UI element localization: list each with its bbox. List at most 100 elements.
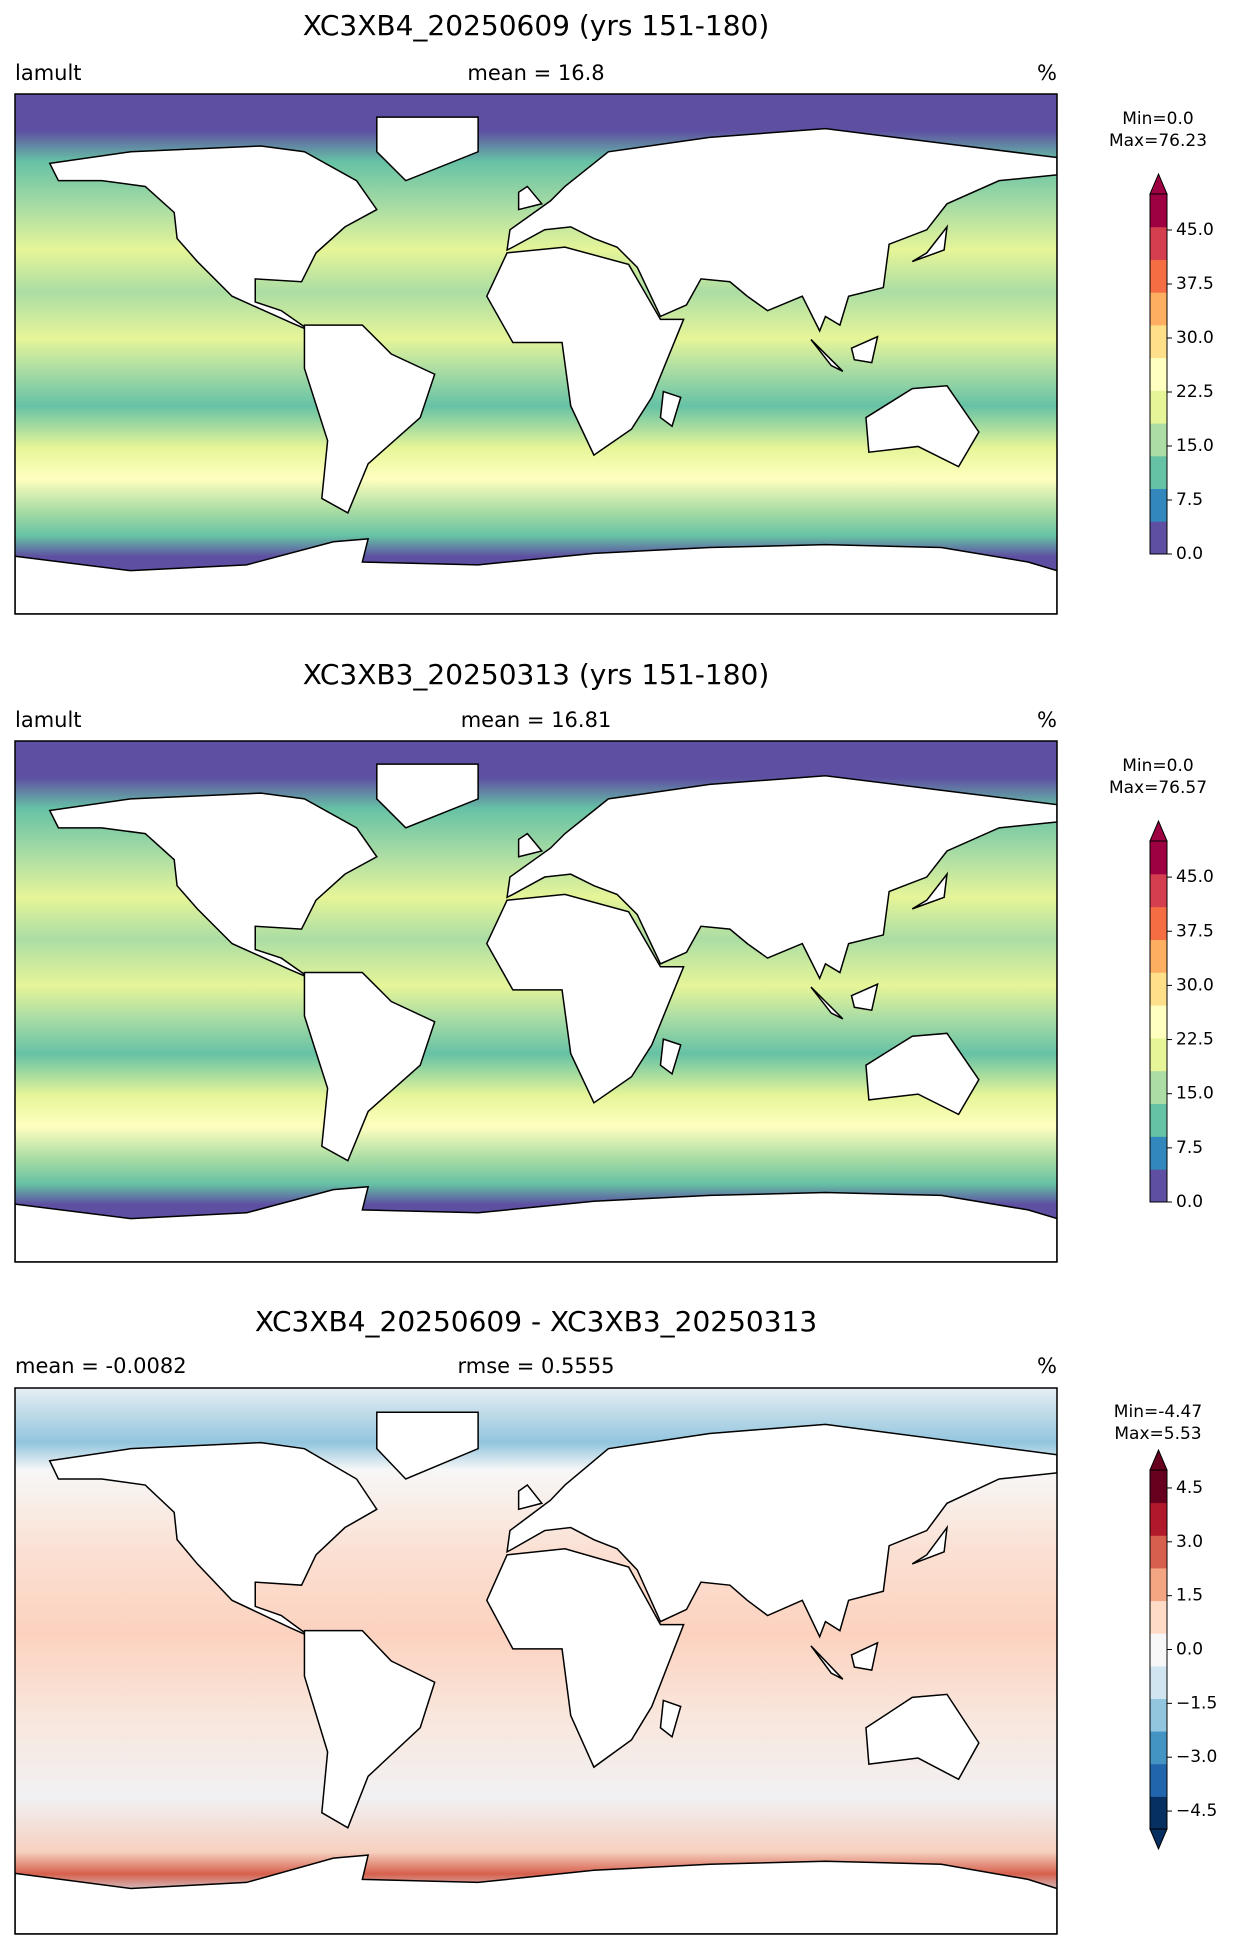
colorbar-tick-label: 22.5	[1176, 1030, 1214, 1050]
colorbar-tick-label: 0.0	[1176, 1192, 1203, 1212]
colorbar-segment	[1150, 906, 1167, 940]
land	[15, 1855, 1057, 1934]
right-label: %	[1037, 1354, 1057, 1378]
colorbar-segment	[1150, 292, 1167, 326]
colorbar-tick-label: 3.0	[1176, 1532, 1203, 1552]
land	[304, 973, 434, 1161]
range-text: Max=5.53	[1114, 1424, 1201, 1444]
land	[660, 392, 680, 427]
land	[377, 117, 478, 181]
land	[660, 1700, 680, 1736]
colorbar-segment	[1150, 194, 1167, 228]
colorbar-segment	[1150, 1698, 1167, 1732]
left-label: mean = -0.0082	[15, 1354, 187, 1378]
map	[15, 741, 1057, 1262]
colorbar-segment	[1150, 1070, 1167, 1105]
land	[487, 894, 684, 1102]
land	[811, 987, 843, 1019]
colorbar-segment	[1150, 226, 1167, 260]
colorbar-segment	[1150, 1665, 1167, 1699]
colorbar-segment	[1150, 1633, 1167, 1667]
land	[487, 247, 684, 455]
range-text: Max=76.57	[1109, 778, 1207, 798]
land	[811, 340, 843, 372]
land	[851, 337, 877, 363]
land	[519, 186, 542, 209]
land	[507, 129, 1057, 331]
colorbar-segment	[1150, 1502, 1167, 1536]
land	[377, 1412, 478, 1479]
colorbar-tick-label: 1.5	[1176, 1586, 1203, 1606]
colorbar-tick-label: 37.5	[1176, 274, 1214, 294]
land	[811, 1646, 843, 1679]
colorbar-extend	[1149, 819, 1168, 842]
land	[912, 227, 947, 262]
colorbar-extend	[1149, 172, 1168, 195]
panel-title: XC3XB4_20250609 (yrs 151-180)	[303, 9, 770, 42]
colorbar-segment	[1150, 1535, 1167, 1569]
land	[15, 539, 1057, 614]
colorbar-segment	[1150, 259, 1167, 293]
colorbar-tick-label: 22.5	[1176, 382, 1214, 402]
colorbar-tick-label: 45.0	[1176, 867, 1214, 887]
center-label: rmse = 0.5555	[457, 1354, 614, 1378]
range-text: Min=-4.47	[1114, 1402, 1202, 1422]
land	[377, 764, 478, 828]
colorbar-segment	[1150, 1731, 1167, 1765]
colorbar-tick-label: 45.0	[1176, 220, 1214, 240]
map-frame	[14, 1387, 1058, 1935]
left-label: lamult	[15, 708, 82, 732]
colorbar-segment	[1150, 324, 1167, 359]
map	[15, 94, 1057, 614]
land	[851, 1643, 877, 1670]
land	[15, 1187, 1057, 1262]
colorbar-segment	[1150, 873, 1167, 908]
colorbar-segment	[1150, 1470, 1167, 1504]
land	[660, 1039, 680, 1074]
colorbar-segment	[1150, 357, 1167, 391]
land	[519, 1485, 542, 1509]
colorbar-tick-label: 30.0	[1176, 328, 1214, 348]
land	[50, 1443, 377, 1637]
colorbar-segment	[1150, 1763, 1167, 1797]
land	[866, 1694, 979, 1779]
colorbar-segment	[1150, 1169, 1167, 1203]
center-label: mean = 16.8	[467, 61, 604, 85]
land	[866, 1033, 979, 1114]
colorbar-segment	[1150, 1796, 1167, 1830]
panel-title: XC3XB3_20250313 (yrs 151-180)	[303, 658, 770, 691]
land	[50, 146, 377, 331]
range-text: Min=0.0	[1122, 109, 1193, 129]
colorbar-segment	[1150, 390, 1167, 424]
colorbar-segment	[1150, 521, 1167, 555]
colorbar-segment	[1150, 972, 1167, 1006]
colorbar-frame	[1149, 193, 1168, 555]
colorbar-tick-label: −4.5	[1176, 1801, 1217, 1821]
right-label: %	[1037, 61, 1057, 85]
colorbar-tick-label: 7.5	[1176, 490, 1203, 510]
colorbar-segment	[1150, 1136, 1167, 1170]
colorbar-extend	[1149, 1448, 1168, 1471]
land	[507, 776, 1057, 979]
panel-title: XC3XB4_20250609 - XC3XB3_20250313	[255, 1305, 817, 1338]
colorbar-tick-label: 0.0	[1176, 544, 1203, 564]
right-label: %	[1037, 708, 1057, 732]
map-frame	[14, 740, 1058, 1263]
colorbar-tick-label: 4.5	[1176, 1478, 1203, 1498]
colorbar-tick-label: 0.0	[1176, 1640, 1203, 1660]
colorbar-segment	[1150, 423, 1167, 457]
range-text: Min=0.0	[1122, 756, 1193, 776]
colorbar-segment	[1150, 488, 1167, 522]
range-text: Max=76.23	[1109, 131, 1207, 151]
land	[50, 793, 377, 978]
colorbar-segment	[1150, 455, 1167, 490]
colorbar-segment	[1150, 1600, 1167, 1634]
land	[866, 386, 979, 467]
land	[912, 874, 947, 909]
colorbar-tick-label: 15.0	[1176, 1084, 1214, 1104]
land	[304, 1631, 434, 1828]
map	[15, 1388, 1057, 1934]
colorbar-segment	[1150, 841, 1167, 875]
left-label: lamult	[15, 61, 82, 85]
